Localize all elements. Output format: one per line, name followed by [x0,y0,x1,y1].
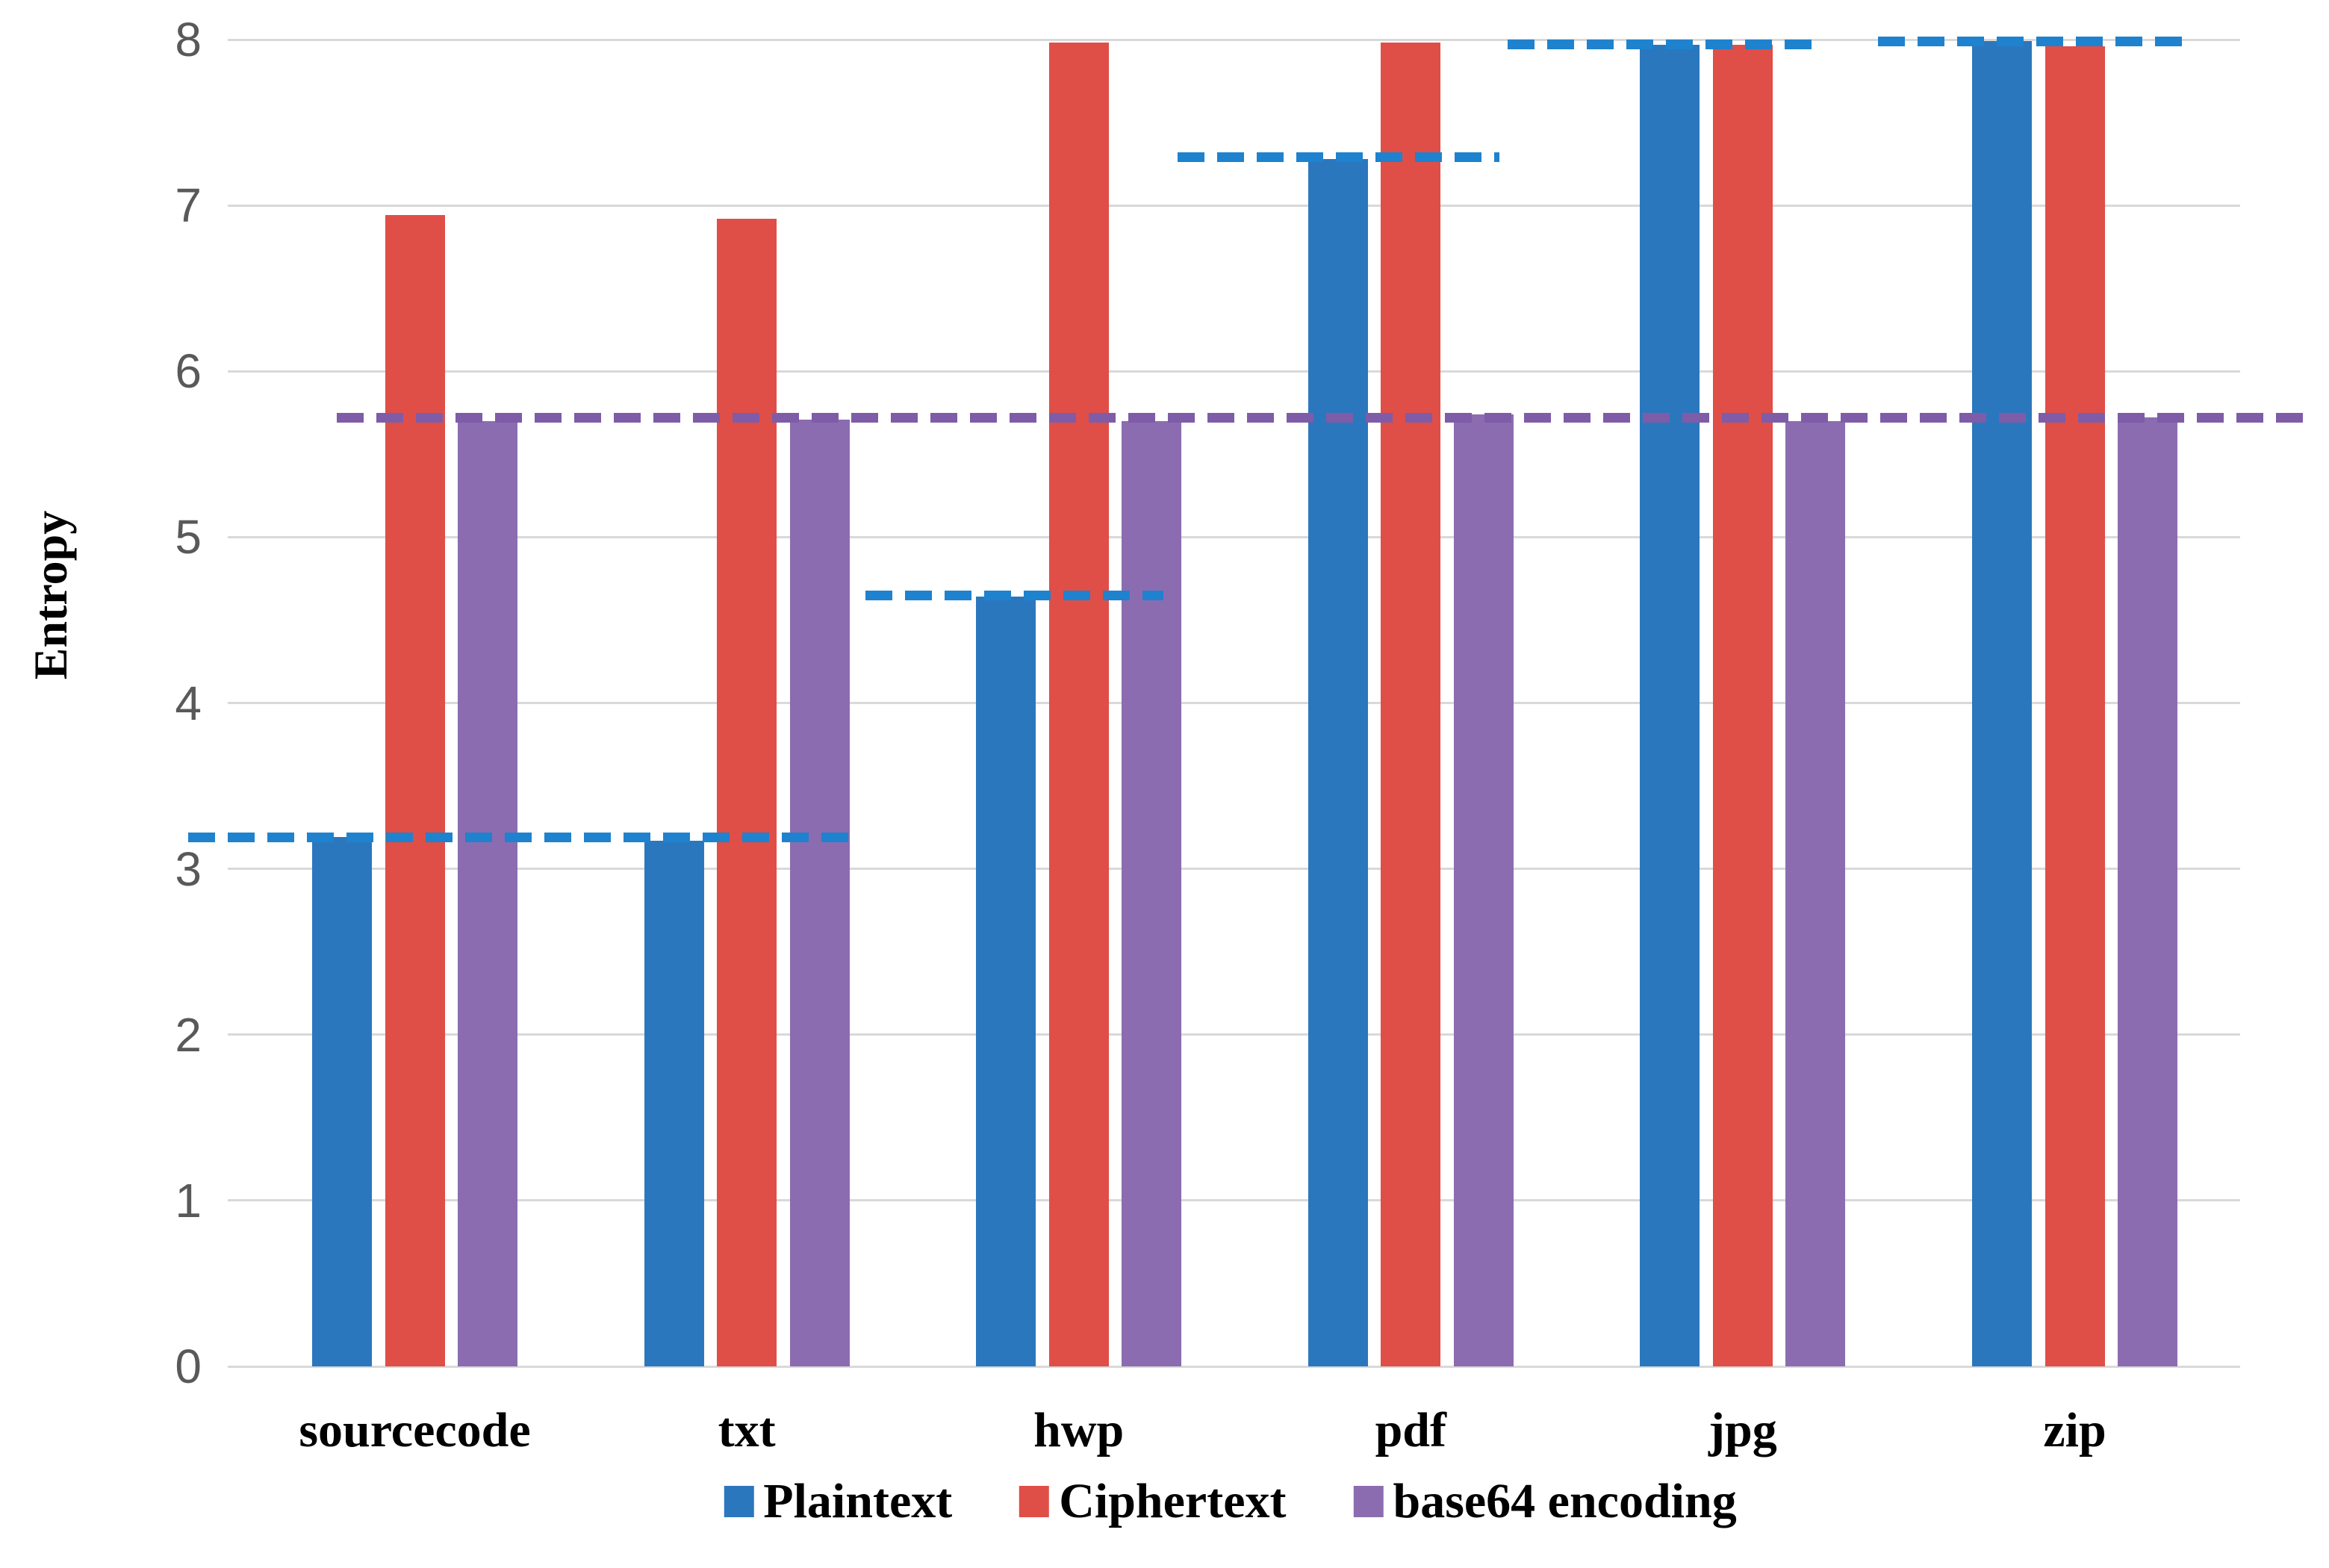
plot-area [187,36,2303,1368]
bar-base64-encoding-pdf [1453,414,1514,1366]
x-category-label-zip: zip [2043,1403,2106,1457]
legend-swatch-icon [1019,1486,1050,1517]
x-category-label-pdf: pdf [1375,1403,1446,1457]
y-tick-label: 0 [175,1340,202,1393]
legend-item-base64-encoding: base64 encoding [1353,1474,1737,1528]
y-tick-label: 7 [175,178,202,233]
x-category-label-jpg: jpg [1708,1403,1777,1457]
legend-swatch-icon [1353,1486,1384,1517]
legend-label: base64 encoding [1393,1474,1737,1528]
dashed-guide-plaintext [187,832,859,842]
dashed-guide-plaintext [1508,40,1818,50]
gridline [228,1033,2240,1036]
bar-ciphertext-sourcecode [385,215,445,1366]
bar-plaintext-zip [1972,41,2032,1366]
bar-plaintext-hwp [976,597,1036,1366]
gridline [228,535,2240,538]
bar-base64-encoding-txt [789,419,850,1366]
dashed-guide-plaintext [1178,152,1500,163]
legend-item-plaintext: Plaintext [724,1477,952,1526]
dashed-guide-plaintext [1877,36,2192,46]
legend: Plaintext Ciphertext base64 encoding [724,1474,1737,1528]
y-tick-label: 1 [175,1173,202,1228]
y-tick-label: 5 [175,510,202,564]
bar-base64-encoding-hwp [1122,420,1182,1366]
legend-label: Ciphertext [1059,1474,1287,1528]
dashed-guide-base64-encoding [336,412,2303,423]
bar-plaintext-txt [644,840,704,1366]
legend-swatch-icon [724,1486,754,1517]
x-category-label-hwp: hwp [1033,1403,1125,1457]
bar-ciphertext-jpg [1712,44,1773,1366]
legend-label: Plaintext [763,1474,953,1528]
x-category-label-txt: txt [718,1403,776,1457]
bar-base64-encoding-jpg [1785,420,1846,1366]
y-tick-label: 8 [175,13,202,66]
bar-plaintext-sourcecode [312,837,372,1366]
bar-ciphertext-hwp [1048,43,1109,1366]
x-category-label-sourcecode: sourcecode [299,1403,531,1457]
gridline [228,38,2240,41]
gridline [228,1365,2240,1368]
gridline [228,702,2240,704]
gridline [228,204,2240,207]
legend-item-ciphertext: Ciphertext [1019,1477,1286,1526]
y-tick-label: 2 [175,1007,202,1062]
y-tick-label: 6 [175,344,202,399]
gridline [228,868,2240,871]
bar-ciphertext-pdf [1381,43,1441,1366]
y-tick-label: 3 [175,841,202,896]
bar-ciphertext-zip [2045,46,2105,1366]
dashed-guide-plaintext [865,590,1164,600]
y-tick-label: 4 [175,676,202,730]
gridline [228,370,2240,373]
bar-plaintext-pdf [1307,158,1368,1366]
bar-base64-encoding-sourcecode [458,420,517,1366]
gridline [228,1199,2240,1202]
bar-plaintext-jpg [1640,44,1700,1366]
bar-base64-encoding-zip [2118,417,2177,1366]
bar-ciphertext-txt [717,218,777,1366]
